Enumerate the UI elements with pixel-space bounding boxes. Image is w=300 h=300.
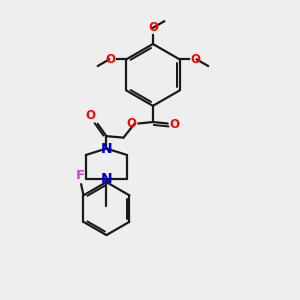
Text: O: O: [190, 53, 200, 66]
Text: O: O: [169, 118, 179, 131]
Text: O: O: [148, 21, 158, 34]
Text: O: O: [86, 109, 96, 122]
Text: F: F: [76, 169, 85, 182]
Text: O: O: [127, 117, 136, 130]
Text: N: N: [100, 172, 112, 186]
Text: O: O: [106, 53, 116, 66]
Text: N: N: [100, 142, 112, 155]
